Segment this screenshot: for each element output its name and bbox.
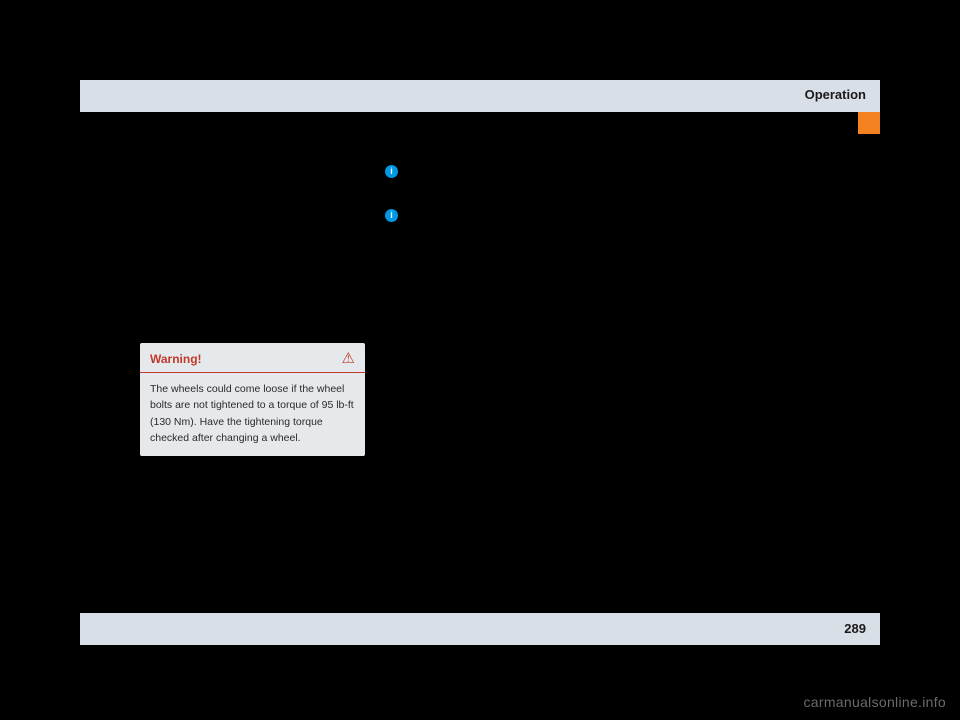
header-bar: Operation <box>80 80 880 112</box>
warning-triangle-icon: ⚠ <box>342 351 355 366</box>
page-number: 289 <box>844 621 866 636</box>
section-tab <box>858 112 880 134</box>
warning-body-text: The wheels could come loose if the wheel… <box>140 373 365 456</box>
warning-box: Warning! ⚠ The wheels could come loose i… <box>140 343 365 456</box>
manual-page: Operation i i Warning! ⚠ The wheels coul… <box>80 55 880 645</box>
info-icon: i <box>385 165 398 178</box>
section-title: Operation <box>805 87 866 102</box>
warning-title: Warning! <box>150 352 202 366</box>
info-note-2: i <box>385 207 398 225</box>
info-icon: i <box>385 209 398 222</box>
footer-bar: 289 <box>80 613 880 645</box>
info-note-1: i <box>385 163 398 181</box>
warning-header: Warning! ⚠ <box>140 343 365 373</box>
watermark-text: carmanualsonline.info <box>804 694 947 710</box>
